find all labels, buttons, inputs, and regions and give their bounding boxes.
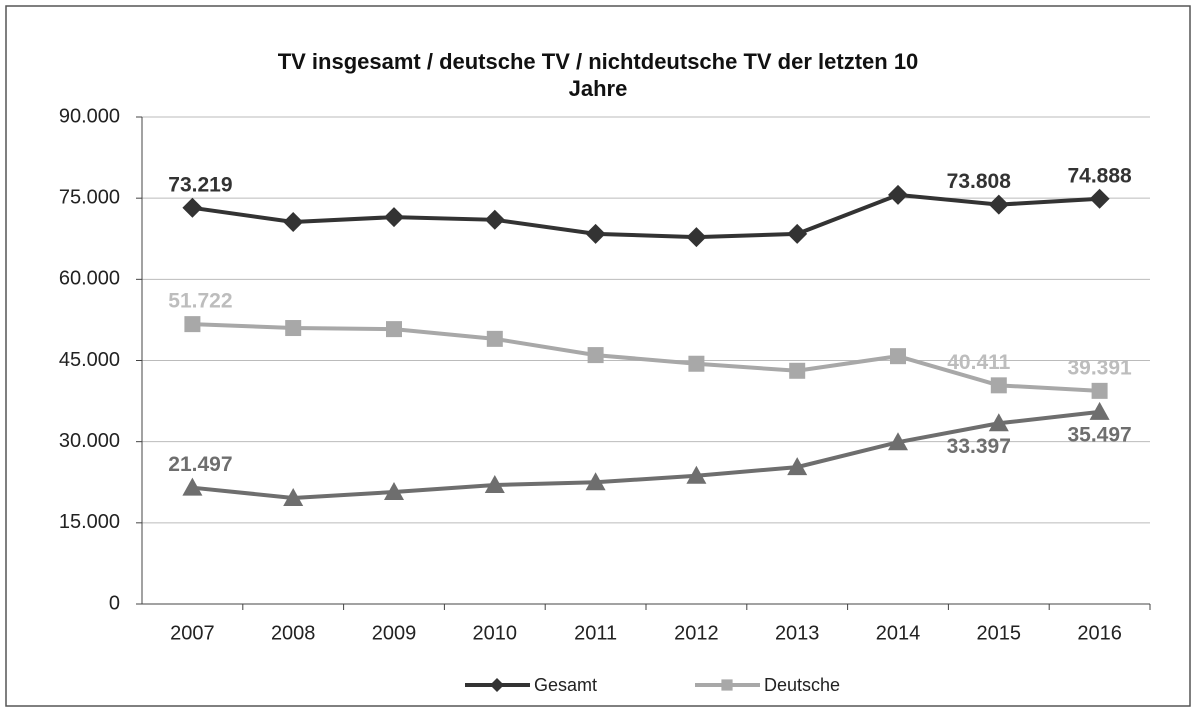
x-tick-label: 2007	[170, 622, 215, 644]
series-line	[192, 409, 1100, 500]
marker	[184, 316, 201, 333]
data-label: 40.411	[947, 351, 1010, 374]
marker	[890, 348, 906, 365]
marker	[587, 347, 604, 364]
marker	[990, 377, 1007, 394]
marker	[686, 465, 707, 484]
x-tick-label: 2011	[574, 622, 617, 644]
x-tick-label: 2016	[1077, 622, 1122, 644]
chart-title: TV insgesamt / deutsche TV / nichtdeutsc…	[277, 49, 919, 101]
data-label: 21.497	[168, 453, 232, 476]
marker	[988, 194, 1009, 215]
y-tick-label: 90.000	[59, 105, 120, 127]
y-tick-label: 60.000	[59, 268, 120, 290]
marker	[283, 211, 304, 232]
legend-label: Gesamt	[534, 675, 597, 695]
x-tick-label: 2012	[674, 622, 719, 644]
marker	[386, 321, 402, 338]
marker	[585, 472, 606, 491]
data-label: 51.722	[168, 290, 232, 313]
marker	[1089, 401, 1110, 420]
data-label: 39.391	[1067, 356, 1132, 379]
marker	[486, 330, 503, 347]
series-line	[192, 322, 1100, 393]
x-tick-label: 2013	[775, 622, 820, 644]
y-tick-label: 30.000	[59, 430, 120, 452]
data-label: 73.808	[947, 170, 1012, 193]
marker	[787, 223, 808, 244]
marker	[585, 223, 606, 244]
marker	[484, 474, 505, 493]
data-label: 73.219	[168, 173, 232, 196]
data-label: 33.397	[947, 435, 1011, 458]
y-tick-label: 0	[109, 592, 120, 614]
marker	[283, 487, 304, 506]
marker	[285, 320, 302, 337]
marker	[721, 679, 733, 691]
marker	[484, 209, 505, 230]
marker	[888, 184, 908, 205]
marker	[787, 457, 808, 476]
data-label: 35.497	[1067, 423, 1131, 446]
marker	[1091, 382, 1108, 399]
x-tick-label: 2014	[876, 622, 921, 644]
series-line	[192, 192, 1100, 240]
marker	[888, 432, 908, 451]
marker	[490, 678, 504, 692]
marker	[182, 197, 203, 218]
x-tick-label: 2008	[271, 622, 316, 644]
marker	[789, 362, 806, 379]
marker	[384, 207, 404, 228]
marker	[688, 355, 705, 372]
x-tick-label: 2009	[372, 622, 417, 644]
x-tick-label: 2015	[977, 622, 1022, 644]
y-tick-label: 75.000	[59, 186, 120, 208]
legend-label: Deutsche	[764, 675, 840, 695]
marker	[182, 477, 203, 496]
marker	[988, 413, 1009, 432]
y-tick-label: 45.000	[59, 349, 120, 371]
marker	[1089, 188, 1110, 209]
y-tick-label: 15.000	[59, 511, 120, 533]
x-tick-label: 2010	[473, 622, 518, 644]
data-label: 74.888	[1067, 164, 1132, 187]
marker	[686, 227, 707, 248]
marker	[384, 481, 404, 500]
